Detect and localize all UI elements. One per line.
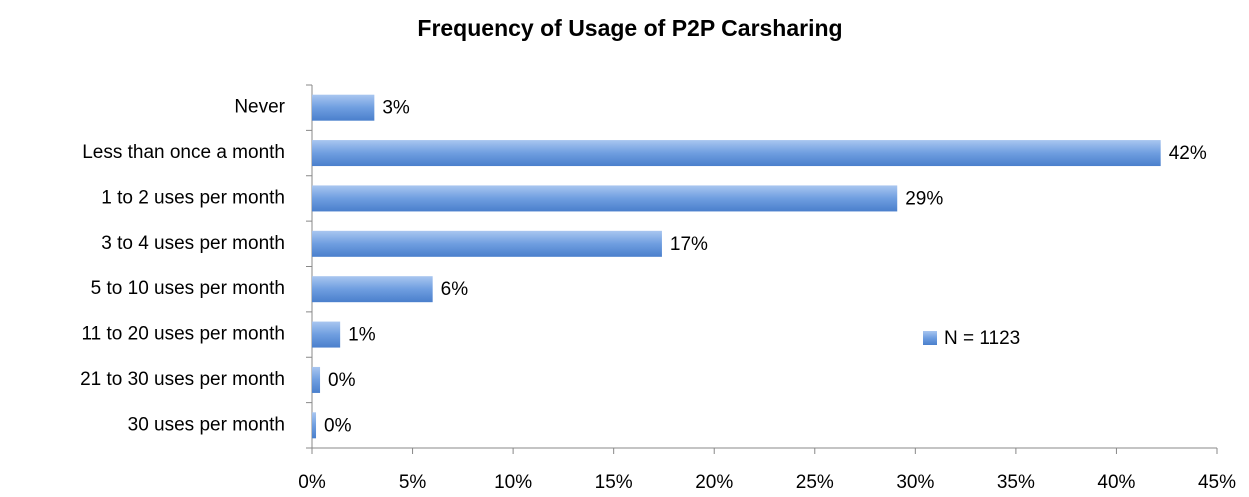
legend-label: N = 1123 [944,328,1020,349]
bar [312,185,898,212]
data-label: 0% [328,370,356,391]
x-tick-label: 0% [298,472,326,493]
y-tick-label: 1 to 2 uses per month [101,187,285,208]
y-tick-label: Less than once a month [82,142,285,163]
data-label: 0% [324,415,352,436]
x-tick-label: 40% [1097,472,1135,493]
data-label: 29% [905,188,943,209]
data-label: 1% [348,325,376,346]
y-tick-label: 3 to 4 uses per month [101,233,285,254]
y-tick-label: 30 uses per month [128,414,285,435]
y-tick-label: 5 to 10 uses per month [91,278,285,299]
data-label: 42% [1169,143,1207,164]
y-tick-label: 11 to 20 uses per month [82,324,286,345]
bar [312,366,321,393]
x-tick-label: 30% [896,472,934,493]
x-tick-label: 35% [997,472,1035,493]
chart-title: Frequency of Usage of P2P Carsharing [417,15,842,41]
bar [312,412,317,439]
data-label: 17% [670,234,708,255]
bar [312,94,375,121]
x-tick-label: 20% [695,472,733,493]
bar [312,230,662,257]
y-tick-label: Never [234,97,285,118]
x-tick-label: 25% [796,472,834,493]
y-tick-label: 21 to 30 uses per month [80,369,285,390]
bar [312,140,1161,167]
bar [312,321,341,348]
x-tick-label: 5% [399,472,427,493]
x-tick-label: 15% [595,472,633,493]
bar [312,276,433,303]
x-tick-label: 45% [1198,472,1236,493]
data-label: 3% [382,98,410,119]
data-label: 6% [441,279,469,300]
legend-swatch [923,331,937,345]
x-tick-label: 10% [494,472,532,493]
